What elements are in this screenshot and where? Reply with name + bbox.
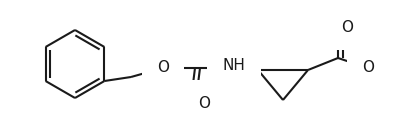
Text: NH: NH	[223, 58, 245, 74]
Text: O: O	[362, 60, 374, 76]
Text: O: O	[198, 95, 210, 110]
Text: O: O	[341, 20, 353, 34]
Text: O: O	[157, 60, 169, 76]
